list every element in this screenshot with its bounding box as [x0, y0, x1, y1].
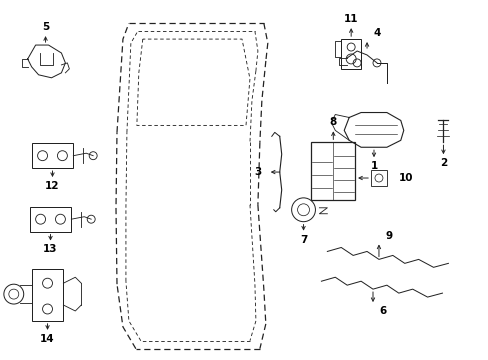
Text: 4: 4 [372, 28, 380, 38]
Bar [370, 170, 386, 186]
Bar [311, 142, 354, 200]
Text: 12: 12 [45, 181, 60, 191]
Text: 14: 14 [40, 334, 55, 344]
Text: 8: 8 [329, 117, 336, 127]
Text: 1: 1 [369, 161, 377, 171]
Text: 3: 3 [254, 167, 262, 177]
Text: 5: 5 [42, 22, 49, 32]
Bar [32, 143, 73, 168]
Bar [341, 39, 360, 69]
Text: 6: 6 [379, 306, 386, 316]
Bar [32, 269, 63, 321]
Text: 11: 11 [343, 14, 358, 24]
Text: 10: 10 [398, 173, 412, 183]
Text: 9: 9 [385, 230, 392, 240]
Text: 7: 7 [299, 234, 306, 244]
Text: 2: 2 [439, 158, 446, 168]
Bar [30, 207, 71, 231]
Text: 13: 13 [43, 244, 58, 255]
